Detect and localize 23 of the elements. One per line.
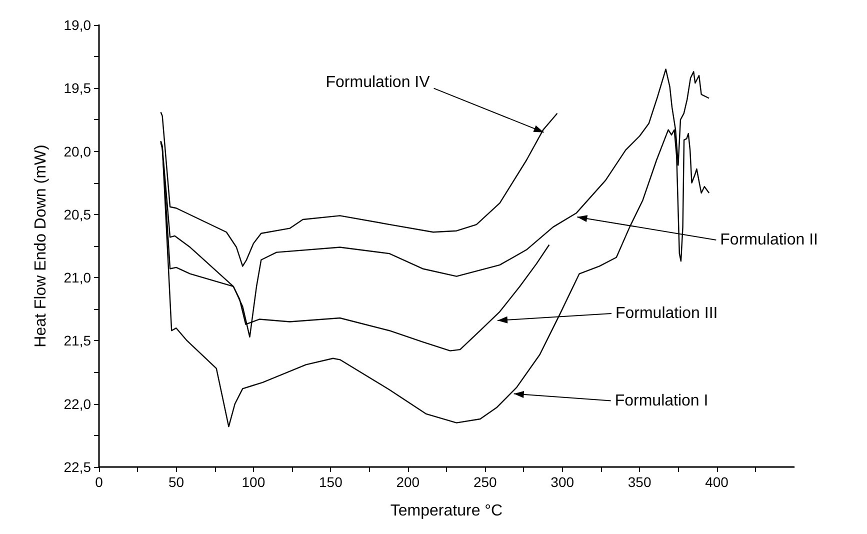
x-tick-label: 150 — [318, 474, 343, 490]
x-tick-label: 300 — [550, 474, 574, 490]
y-tick-label: 21,0 — [64, 270, 92, 286]
y-tick-label: 21,5 — [64, 332, 92, 349]
x-tick-label: 400 — [705, 474, 729, 490]
x-tick-label: 350 — [628, 474, 652, 490]
annotation: Formulation II — [720, 231, 818, 248]
x-tick-label: 50 — [168, 474, 184, 490]
annotation: Formulation IV — [326, 74, 430, 91]
y-tick-label: 19,0 — [64, 17, 92, 33]
x-axis-title: Temperature °C — [390, 502, 503, 520]
y-axis-title: Heat Flow Endo Down (mW) — [32, 144, 50, 348]
annotation: Formulation I — [614, 392, 708, 410]
annotation: Formulation III — [615, 305, 718, 322]
y-tick-label: 20,0 — [64, 143, 92, 160]
y-tick-label: 22,0 — [64, 396, 92, 412]
x-tick-label: 250 — [473, 474, 498, 490]
x-tick-label: 0 — [95, 474, 104, 490]
x-tick-label: 100 — [242, 474, 266, 490]
x-tick-label: 200 — [396, 474, 420, 490]
y-tick-label: 20,5 — [64, 206, 92, 222]
y-tick-label: 22,5 — [64, 459, 92, 475]
y-tick-label: 19,5 — [64, 80, 92, 96]
